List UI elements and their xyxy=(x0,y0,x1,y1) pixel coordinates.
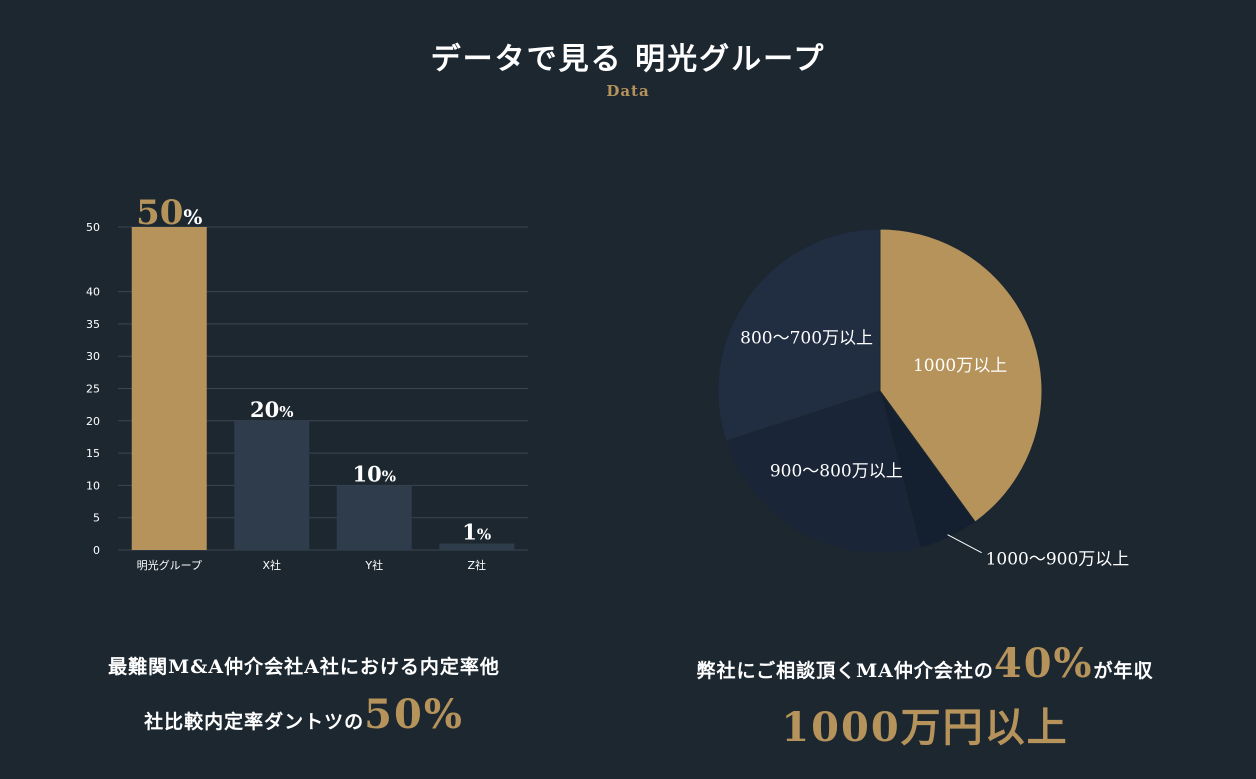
bar-ytick-label: 5 xyxy=(93,512,100,525)
pie-slice xyxy=(717,228,881,442)
bar-category-label: 明光グループ xyxy=(137,558,202,572)
caption-right-line2: 1000万円以上 xyxy=(781,704,1069,751)
page-header: データで見る 明光グループ Data xyxy=(0,40,1256,100)
bar-ytick-label: 10 xyxy=(86,479,100,492)
pie-slice-label: 1000万以上 xyxy=(913,356,1007,376)
caption-left-line1: 最難関M&A仲介会社A社における内定率他 xyxy=(108,656,500,678)
bar xyxy=(131,227,207,550)
caption-left: 最難関M&A仲介会社A社における内定率他 社比較内定率ダントツの50% xyxy=(24,648,584,747)
pie-leader-line xyxy=(947,534,982,554)
pie-chart: 1000万以上 1000〜900万以上 900〜800万以上 800〜700万以上 xyxy=(717,228,1130,570)
bar-data-label: 50% xyxy=(136,193,202,233)
bar-data-label: 10% xyxy=(353,461,397,486)
bar-data-label: 20% xyxy=(250,397,294,422)
bar-category-label: X社 xyxy=(262,558,281,572)
bar-category-label: Y社 xyxy=(364,558,383,572)
bar-category-label: Z社 xyxy=(467,558,486,572)
bar-ytick-label: 0 xyxy=(93,544,100,557)
pie-slice xyxy=(725,390,921,554)
caption-right-line1-prefix: 弊社にご相談頂くMA仲介会社の xyxy=(696,660,994,682)
caption-right: 弊社にご相談頂くMA仲介会社の40%が年収 1000万円以上 xyxy=(645,636,1205,755)
caption-right-accent: 40% xyxy=(993,640,1094,687)
caption-left-accent: 50% xyxy=(364,691,464,738)
bar-ytick-label: 30 xyxy=(86,350,100,363)
bar-ytick-label: 20 xyxy=(86,415,100,428)
caption-left-line2-prefix: 社比較内定率ダントツの xyxy=(144,711,365,733)
page-title: データで見る 明光グループ xyxy=(430,42,826,77)
bar xyxy=(336,485,412,550)
bar-ytick-label: 35 xyxy=(86,318,100,331)
bar-ytick-label: 25 xyxy=(86,383,100,396)
bar-data-label: 1% xyxy=(462,520,491,545)
bar-chart: 0 5 10 15 20 25 30 35 40 50 明光グループ 50% X社 20% Y社 10% Z社 1… xyxy=(86,193,528,572)
pie-slice xyxy=(879,228,1043,523)
caption-right-line1: 弊社にご相談頂くMA仲介会社の40%が年収 xyxy=(645,636,1205,699)
page-subtitle: Data xyxy=(606,82,650,100)
bar-ytick-label: 40 xyxy=(86,286,100,299)
bar-ytick-label: 15 xyxy=(86,447,100,460)
pie-slice-label: 800〜700万以上 xyxy=(740,329,873,349)
caption-right-line1-suffix: が年収 xyxy=(1093,660,1154,682)
bar xyxy=(439,543,515,550)
bar-ytick-label: 50 xyxy=(86,221,100,234)
caption-left-line2: 社比較内定率ダントツの50% xyxy=(24,690,584,747)
pie-slice-label: 900〜800万以上 xyxy=(770,461,903,481)
pie-slice-label: 1000〜900万以上 xyxy=(986,550,1130,570)
bar xyxy=(234,420,310,550)
